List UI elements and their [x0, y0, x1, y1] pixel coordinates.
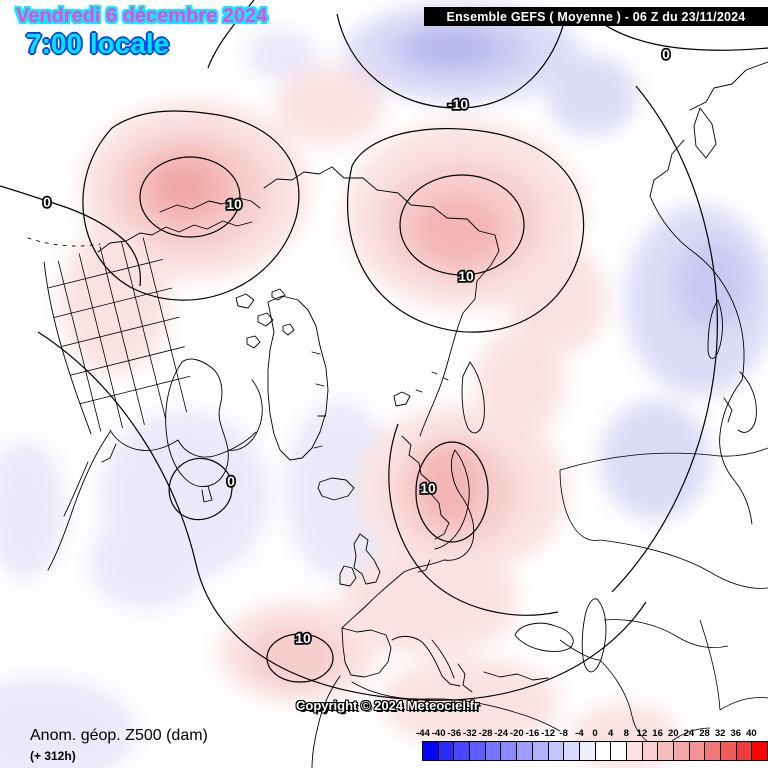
colorbar-tick-label: -12: [541, 728, 555, 739]
colorbar-cell: [454, 742, 471, 760]
colorbar-tick-label: -16: [525, 728, 540, 739]
colorbar-tick-label: 24: [683, 728, 695, 739]
anomaly-colorbar: -44 -40 -36 -32 -28 -24 -20 -16 -12 -8 -4 0 4 8 12 16 20…: [416, 728, 768, 762]
contour-label: 0: [43, 194, 51, 210]
contour-label: 10: [420, 480, 436, 496]
colorbar-tick-label: 4: [608, 728, 614, 739]
valid-date-label: Vendredi 6 décembre 2024: [16, 5, 268, 27]
contour-labels-layer: -10 0 10 10 0 0 10 10: [41, 44, 671, 647]
colorbar-cell: [752, 742, 768, 760]
colorbar-tick-label: -20: [509, 728, 524, 739]
colorbar-tick-label: -8: [559, 728, 568, 739]
colorbar-cell: [721, 742, 737, 760]
colorbar-tick-label: 36: [730, 728, 742, 739]
colorbar-cell: [532, 742, 549, 760]
colorbar-cell: [423, 742, 439, 760]
forecast-step-label: (+ 312h): [30, 749, 76, 763]
coastline-layer: [27, 61, 768, 768]
contour-label: 0: [227, 473, 235, 489]
colorbar-tick-label: 32: [714, 728, 726, 739]
colorbar-cells: [422, 741, 768, 761]
colorbar-cell: [579, 742, 596, 760]
colorbar-tick-label: 8: [623, 728, 629, 739]
colorbar-labels: -44 -40 -36 -32 -28 -24 -20 -16 -12 -8 -4 0 4 8 12 16 20…: [416, 728, 768, 740]
colorbar-tick-label: -44: [416, 728, 430, 739]
colorbar-cell: [611, 742, 627, 760]
variable-label: Anom. géop. Z500 (dam): [30, 727, 208, 744]
colorbar-cell: [438, 742, 455, 760]
colorbar-cell: [517, 742, 533, 760]
colorbar-cell: [642, 742, 659, 760]
colorbar-cell: [674, 742, 690, 760]
colorbar-tick-label: -36: [447, 728, 462, 739]
colorbar-tick-label: 28: [699, 728, 710, 739]
contour-layer: [0, 0, 768, 701]
colorbar-cell: [736, 742, 753, 760]
colorbar-cell: [470, 742, 486, 760]
colorbar-cell: [564, 742, 580, 760]
colorbar-tick-label: -40: [431, 728, 446, 739]
valid-time-label: 7:00 locale: [26, 28, 170, 59]
colorbar-cell: [689, 742, 706, 760]
colorbar-cell: [705, 742, 722, 760]
colorbar-tick-label: -4: [575, 728, 584, 739]
model-run-text: Ensemble GEFS ( Moyenne ) - 06 Z du 23/1…: [446, 9, 746, 24]
colorbar-tick-label: -24: [494, 728, 509, 739]
colorbar-tick-label: -28: [478, 728, 493, 739]
colorbar-tick-label: 12: [636, 728, 648, 739]
colorbar-tick-label: -32: [463, 728, 477, 739]
contour-label: -10: [448, 96, 468, 112]
colorbar-tick-label: 16: [652, 728, 663, 739]
contour-label: 10: [295, 630, 311, 646]
colorbar-tick-label: 0: [592, 728, 598, 739]
copyright-watermark: Copyright © 2024 Meteociel.fr: [296, 698, 479, 713]
colorbar-cell: [658, 742, 674, 760]
model-run-header: Ensemble GEFS ( Moyenne ) - 06 Z du 23/1…: [424, 7, 768, 26]
colorbar-tick-label: 40: [746, 728, 757, 739]
colorbar-cell: [595, 742, 612, 760]
colorbar-cell: [485, 742, 502, 760]
colorbar-cell: [626, 742, 643, 760]
colorbar-cell: [548, 742, 565, 760]
colorbar-tick-label: 20: [667, 728, 679, 739]
colorbar-cell: [501, 742, 518, 760]
contour-label: 10: [226, 196, 242, 212]
contour-label: 10: [458, 268, 474, 284]
contour-label: 0: [662, 46, 670, 62]
